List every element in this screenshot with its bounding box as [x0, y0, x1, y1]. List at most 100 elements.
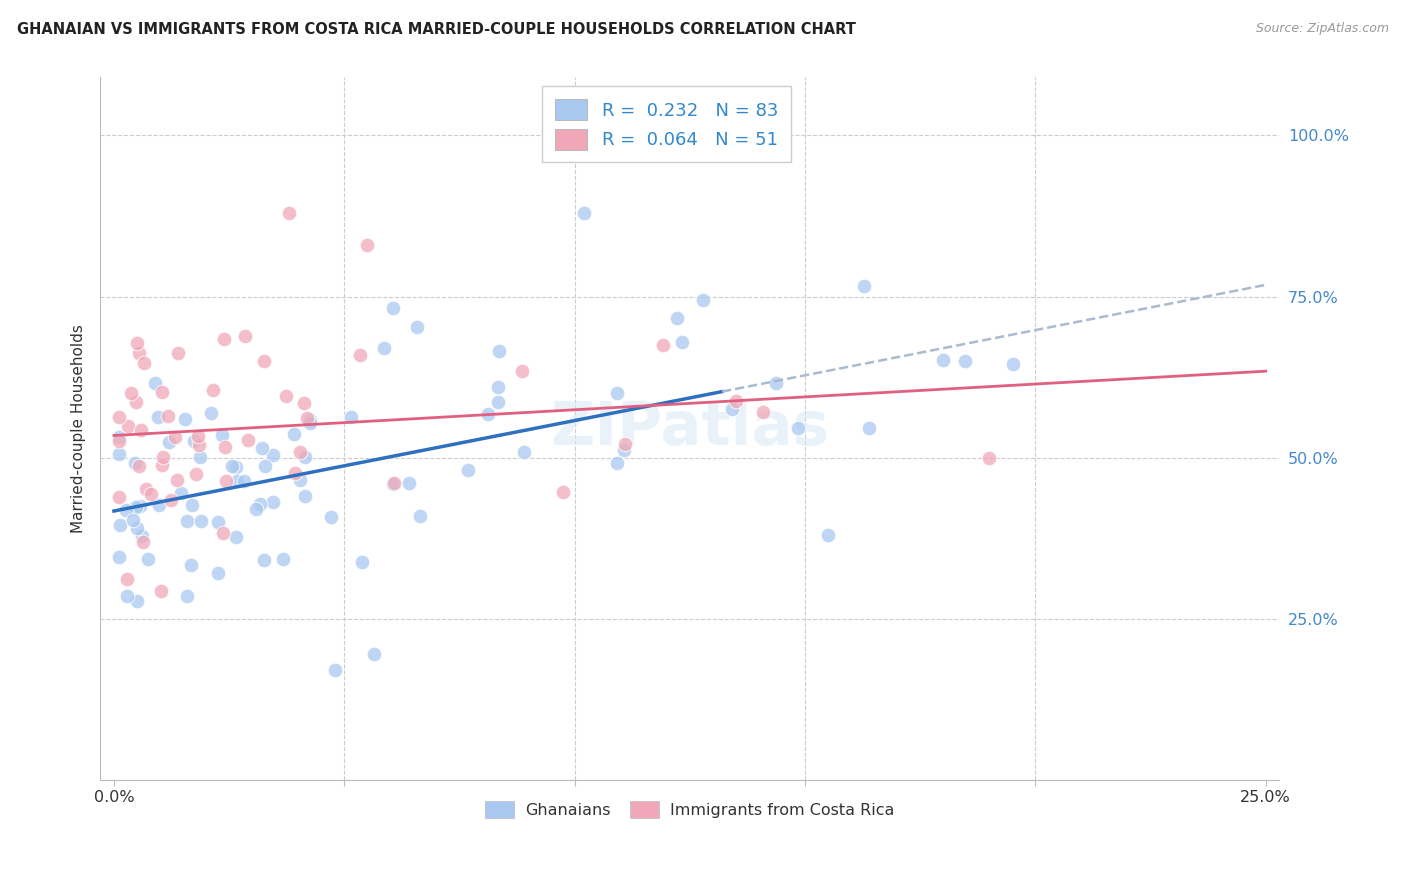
Point — [125, 395, 148, 409]
Point — [787, 421, 810, 435]
Text: GHANAIAN VS IMMIGRANTS FROM COSTA RICA MARRIED-COUPLE HOUSEHOLDS CORRELATION CHA: GHANAIAN VS IMMIGRANTS FROM COSTA RICA M… — [17, 22, 856, 37]
Point — [666, 311, 689, 326]
Point — [408, 508, 430, 523]
Point — [128, 458, 150, 473]
Point — [233, 475, 256, 489]
Point — [724, 393, 747, 408]
Point — [932, 353, 955, 368]
Point — [188, 450, 211, 465]
Point — [169, 485, 191, 500]
Point — [207, 566, 229, 581]
Text: Source: ZipAtlas.com: Source: ZipAtlas.com — [1256, 22, 1389, 36]
Point — [184, 467, 207, 481]
Point — [551, 484, 574, 499]
Point — [979, 450, 1001, 465]
Point — [373, 341, 395, 355]
Point — [143, 376, 166, 391]
Point — [572, 206, 595, 220]
Point — [176, 514, 198, 528]
Point — [107, 430, 129, 444]
Point — [225, 530, 247, 544]
Point — [131, 529, 153, 543]
Point — [340, 409, 363, 424]
Point — [262, 448, 284, 462]
Point — [188, 437, 211, 451]
Point — [299, 413, 322, 427]
Point — [284, 466, 307, 480]
Point — [125, 335, 148, 350]
Point — [651, 338, 673, 352]
Point — [236, 434, 259, 448]
Text: ZIPatlas: ZIPatlas — [550, 400, 830, 458]
Point — [211, 427, 233, 442]
Point — [212, 525, 235, 540]
Point — [253, 459, 276, 474]
Point — [201, 383, 224, 397]
Point — [108, 517, 131, 532]
Point — [294, 489, 316, 503]
Point — [721, 401, 744, 416]
Point — [135, 482, 157, 496]
Point — [129, 499, 152, 513]
Point — [124, 500, 146, 515]
Point — [606, 456, 628, 470]
Point — [127, 594, 149, 608]
Point — [138, 552, 160, 566]
Point — [221, 459, 243, 474]
Point — [156, 409, 179, 423]
Point — [245, 501, 267, 516]
Point — [382, 477, 405, 491]
Point — [486, 394, 509, 409]
Point — [117, 418, 139, 433]
Point — [249, 497, 271, 511]
Point — [129, 424, 152, 438]
Point — [125, 520, 148, 534]
Point — [150, 458, 173, 472]
Point — [283, 427, 305, 442]
Point — [271, 552, 294, 566]
Point — [363, 647, 385, 661]
Point — [278, 206, 301, 220]
Point — [149, 584, 172, 599]
Point — [381, 301, 404, 316]
Point — [180, 558, 202, 573]
Point — [953, 353, 976, 368]
Point — [321, 509, 343, 524]
Point — [163, 430, 186, 444]
Point — [817, 528, 839, 542]
Point — [107, 410, 129, 425]
Point — [299, 416, 322, 430]
Point — [157, 435, 180, 450]
Point — [132, 535, 155, 549]
Point — [167, 345, 190, 359]
Point — [166, 474, 188, 488]
Legend: Ghanaians, Immigrants from Costa Rica: Ghanaians, Immigrants from Costa Rica — [479, 795, 901, 825]
Point — [124, 456, 146, 470]
Point — [107, 549, 129, 564]
Point — [457, 462, 479, 476]
Point — [107, 447, 129, 461]
Point — [114, 503, 136, 517]
Point — [148, 499, 170, 513]
Point — [288, 445, 311, 459]
Point — [120, 385, 142, 400]
Point — [613, 442, 636, 457]
Point — [128, 346, 150, 360]
Point — [488, 380, 510, 394]
Point — [349, 348, 371, 362]
Point — [233, 328, 256, 343]
Point — [160, 493, 183, 508]
Point — [115, 573, 138, 587]
Point — [132, 355, 155, 369]
Point — [173, 412, 195, 426]
Point — [107, 434, 129, 448]
Point — [406, 319, 429, 334]
Point — [115, 589, 138, 603]
Point — [752, 405, 775, 419]
Point — [121, 513, 143, 527]
Point — [276, 389, 298, 403]
Point — [180, 499, 202, 513]
Point — [212, 332, 235, 346]
Point — [692, 293, 714, 308]
Point — [398, 475, 420, 490]
